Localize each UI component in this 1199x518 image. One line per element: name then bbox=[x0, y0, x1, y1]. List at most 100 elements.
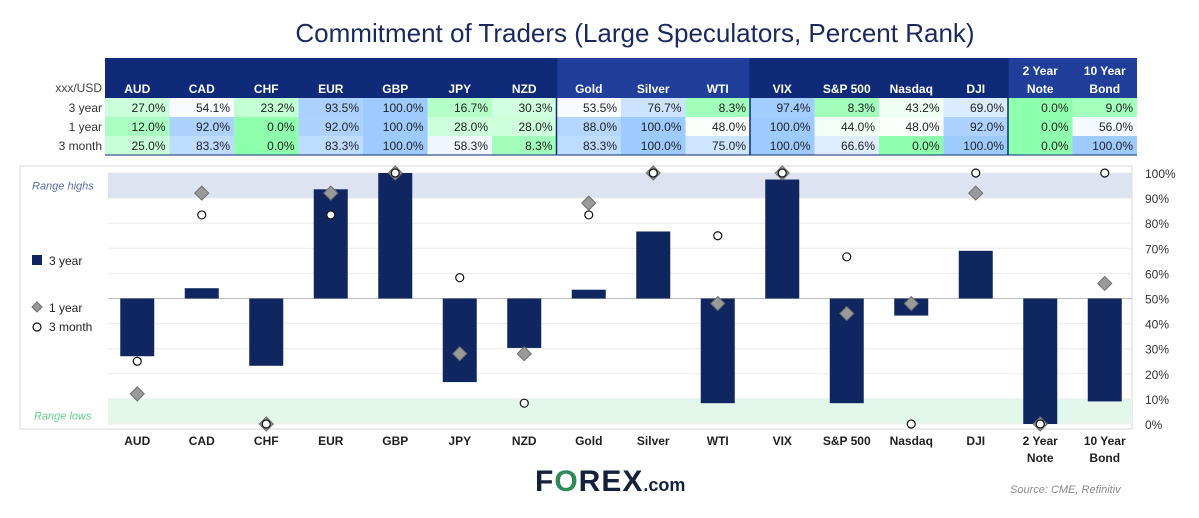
table-cell-bg-2-0 bbox=[105, 136, 170, 155]
table-cell-0-3: 93.5% bbox=[325, 101, 359, 115]
table-cell-2-0: 25.0% bbox=[131, 139, 165, 153]
table-header-14-line2: Note bbox=[1027, 82, 1054, 96]
y-tick-10: 10% bbox=[1145, 393, 1169, 407]
table-header-6: NZD bbox=[512, 82, 537, 96]
bar-3year-9 bbox=[700, 298, 735, 404]
table-cell-bg-1-5 bbox=[427, 117, 492, 136]
point-3month-3 bbox=[326, 210, 336, 220]
table-cell-bg-2-9 bbox=[685, 136, 750, 155]
logo-text-pre: F bbox=[535, 465, 555, 498]
table-header-group-2 bbox=[750, 58, 1008, 98]
table-cell-1-8: 100.0% bbox=[641, 120, 682, 134]
table-cell-2-15: 100.0% bbox=[1092, 139, 1133, 153]
table-cell-bg-2-3 bbox=[298, 136, 363, 155]
x-label-8: Silver bbox=[637, 434, 670, 448]
bar-3year-6 bbox=[507, 298, 542, 348]
point-3month-6 bbox=[519, 398, 529, 408]
y-tick-80: 80% bbox=[1145, 217, 1169, 231]
bar-3year-3 bbox=[313, 189, 348, 299]
table-cell-1-5: 28.0% bbox=[454, 120, 488, 134]
x-label-13: DJI bbox=[966, 434, 985, 448]
legend-3month-swatch bbox=[32, 322, 42, 332]
table-cell-bg-1-0 bbox=[105, 117, 170, 136]
point-3month-4 bbox=[390, 168, 400, 178]
point-1year-0 bbox=[129, 386, 145, 402]
point-3month-15 bbox=[1100, 168, 1110, 178]
table-header-group-1 bbox=[556, 58, 750, 98]
table-cell-bg-1-11 bbox=[814, 117, 879, 136]
table-cell-0-5: 16.7% bbox=[454, 101, 488, 115]
point-3month-5 bbox=[455, 273, 465, 283]
table-cell-bg-0-8 bbox=[621, 98, 686, 117]
point-1year-15 bbox=[1097, 275, 1113, 292]
table-cell-1-3: 92.0% bbox=[325, 120, 359, 134]
point-3month-7 bbox=[584, 210, 594, 220]
point-3month-11 bbox=[842, 252, 852, 262]
point-3month-10 bbox=[777, 168, 787, 178]
table-cell-2-13: 100.0% bbox=[963, 139, 1004, 153]
point-1year-12 bbox=[903, 295, 919, 312]
point-1year-6 bbox=[516, 346, 532, 362]
table-row-label-2: 3 month bbox=[59, 139, 102, 153]
table-cell-bg-2-5 bbox=[427, 136, 492, 155]
table-cell-0-15: 9.0% bbox=[1106, 101, 1134, 115]
bar-3year-13 bbox=[958, 250, 993, 299]
table-cell-1-11: 44.0% bbox=[841, 120, 875, 134]
y-tick-40: 40% bbox=[1145, 318, 1169, 332]
table-cell-0-11: 8.3% bbox=[848, 101, 876, 115]
table-cell-bg-1-10 bbox=[750, 117, 815, 136]
table-header-15-line2: Bond bbox=[1089, 82, 1120, 96]
table-cell-1-10: 100.0% bbox=[770, 120, 811, 134]
y-tick-50: 50% bbox=[1145, 293, 1169, 307]
table-cell-2-1: 83.3% bbox=[196, 139, 230, 153]
table-cell-1-2: 0.0% bbox=[267, 120, 295, 134]
table-cell-bg-0-7 bbox=[556, 98, 621, 117]
table-cell-bg-0-0 bbox=[105, 98, 170, 117]
point-1year-7 bbox=[581, 195, 597, 211]
table-cell-bg-2-2 bbox=[234, 136, 299, 155]
table-cell-bg-1-13 bbox=[943, 117, 1008, 136]
table-cell-bg-0-13 bbox=[943, 98, 1008, 117]
bar-3year-0 bbox=[120, 298, 155, 357]
table-cell-bg-0-11 bbox=[814, 98, 879, 117]
table-cell-bg-1-4 bbox=[363, 117, 428, 136]
table-cell-1-13: 92.0% bbox=[970, 120, 1004, 134]
forex-logo: FOREX.com bbox=[535, 465, 685, 499]
table-cell-0-13: 69.0% bbox=[970, 101, 1004, 115]
logo-text-suffix: .com bbox=[643, 475, 686, 495]
logo-text-o: O bbox=[554, 465, 579, 498]
table-header-1: CAD bbox=[189, 82, 215, 96]
table-header-group-3 bbox=[1008, 58, 1137, 98]
y-tick-100: 100% bbox=[1145, 167, 1176, 181]
range-band-1 bbox=[108, 398, 1132, 424]
table-cell-1-9: 48.0% bbox=[712, 120, 746, 134]
table-cell-bg-1-8 bbox=[621, 117, 686, 136]
table-cell-bg-2-15 bbox=[1072, 136, 1137, 155]
legend-3month-label: 3 month bbox=[49, 320, 92, 334]
y-tick-70: 70% bbox=[1145, 242, 1169, 256]
point-3month-8 bbox=[648, 168, 658, 178]
bar-3year-10 bbox=[765, 179, 800, 299]
table-cell-1-4: 100.0% bbox=[383, 120, 424, 134]
table-header-2: CHF bbox=[254, 82, 279, 96]
table-cell-bg-1-7 bbox=[556, 117, 621, 136]
range-highs-label: Range highs bbox=[32, 181, 94, 193]
x-label-12: Nasdaq bbox=[890, 434, 933, 448]
table-cell-bg-1-12 bbox=[879, 117, 944, 136]
table-cell-bg-1-3 bbox=[298, 117, 363, 136]
table-cell-0-1: 54.1% bbox=[196, 101, 230, 115]
table-row-label-0: 3 year bbox=[69, 101, 102, 115]
x-label-9: WTI bbox=[707, 434, 729, 448]
point-3month-2 bbox=[261, 419, 271, 429]
point-3month-1 bbox=[197, 210, 207, 220]
table-cell-bg-1-9 bbox=[685, 117, 750, 136]
table-header-12: Nasdaq bbox=[890, 82, 933, 96]
table-cell-bg-1-14 bbox=[1008, 117, 1073, 136]
table-cell-2-7: 83.3% bbox=[583, 139, 617, 153]
bar-3year-4 bbox=[378, 173, 413, 299]
table-header-14-line1: 2 Year bbox=[1023, 64, 1058, 78]
table-cell-bg-0-12 bbox=[879, 98, 944, 117]
bar-3year-14 bbox=[1023, 298, 1058, 424]
source-note: Source: CME, Refinitiv bbox=[1010, 484, 1121, 496]
x-label-14-line2: Note bbox=[1027, 451, 1054, 465]
